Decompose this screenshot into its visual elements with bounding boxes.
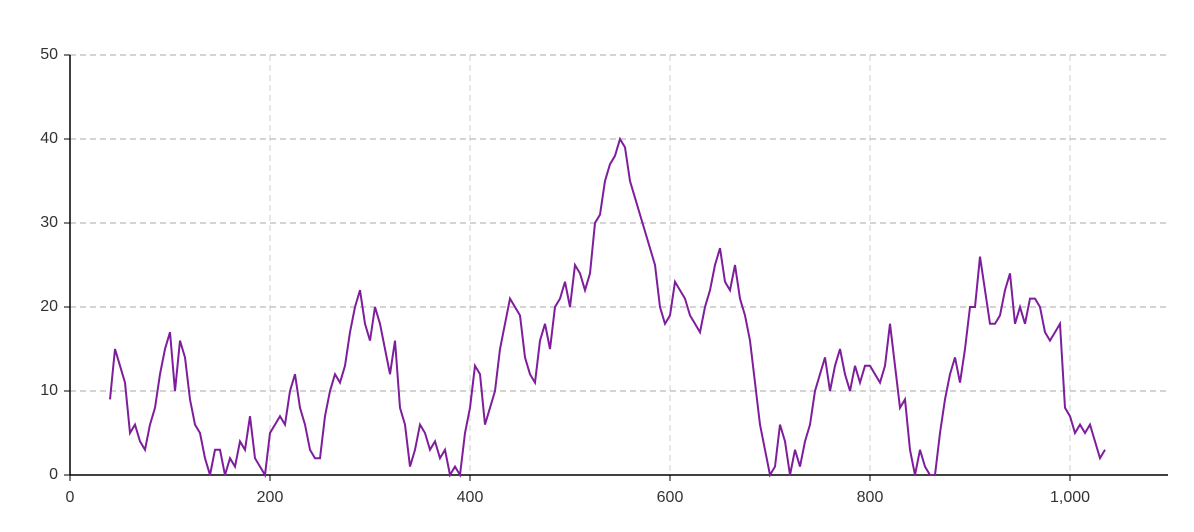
x-tick-label: 400 [457, 489, 484, 506]
y-tick-label: 30 [40, 214, 58, 231]
y-tick-label: 50 [40, 46, 58, 63]
x-tick-label: 1,000 [1050, 489, 1090, 506]
x-tick-label: 0 [66, 489, 75, 506]
y-tick-label: 0 [49, 466, 58, 483]
x-tick-label: 200 [257, 489, 284, 506]
y-tick-label: 40 [40, 130, 58, 147]
y-tick-label: 10 [40, 382, 58, 399]
y-tick-label: 20 [40, 298, 58, 315]
x-tick-label: 600 [657, 489, 684, 506]
x-tick-label: 800 [857, 489, 884, 506]
line [109, 136, 1106, 479]
